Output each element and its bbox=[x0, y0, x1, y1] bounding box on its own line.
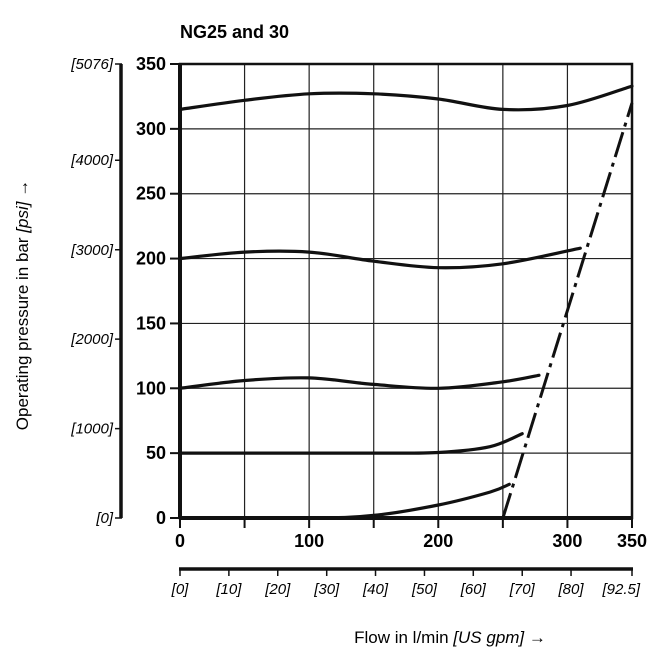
gpm-tick-label: [92.5] bbox=[601, 581, 640, 598]
x-tick-label: 0 bbox=[175, 531, 185, 551]
gpm-tick-label: [50] bbox=[411, 581, 438, 598]
y-axis-label-unit: [psi] bbox=[13, 200, 32, 233]
psi-axis: [0] [1000] [2000] [3000] [4000] [5076] bbox=[70, 56, 123, 527]
gpm-tick-label: [60] bbox=[460, 581, 487, 598]
chart-title: NG25 and 30 bbox=[180, 22, 289, 42]
x-axis-arrow: → bbox=[529, 628, 546, 647]
series-line-3 bbox=[178, 373, 541, 390]
gpm-tick-label: [10] bbox=[215, 581, 242, 598]
gpm-axis: [0] [10] [20] [30] [40] [50] [60] [70] [80] [92.5… bbox=[171, 567, 641, 598]
x-tick-label: 200 bbox=[423, 531, 453, 551]
y-tick-label: 0 bbox=[156, 508, 166, 528]
series-line-1 bbox=[178, 84, 634, 112]
gpm-tick-label: [30] bbox=[313, 581, 340, 598]
gpm-tick-label: [80] bbox=[558, 581, 585, 598]
psi-tick-label: [2000] bbox=[70, 331, 114, 348]
series-group bbox=[178, 84, 634, 520]
series-line-4 bbox=[178, 432, 524, 455]
psi-tick-label: [3000] bbox=[70, 242, 114, 259]
y-tick-label: 250 bbox=[136, 184, 166, 204]
plot-frame bbox=[178, 62, 634, 520]
grid bbox=[180, 64, 632, 518]
y-axis-ticks: 0 50 100 150 200 250 300 350 bbox=[136, 54, 182, 528]
y-axis-arrow: → bbox=[13, 180, 32, 197]
series-line-5 bbox=[178, 482, 511, 520]
y-axis-label: Operating pressure in bar [psi] → bbox=[13, 180, 32, 430]
x-axis-label-unit: [US gpm] bbox=[452, 628, 525, 647]
psi-tick-label: [4000] bbox=[70, 152, 114, 169]
x-tick-label: 300 bbox=[552, 531, 582, 551]
y-tick-label: 50 bbox=[146, 443, 166, 463]
x-axis-label-text: Flow in l/min bbox=[354, 628, 448, 647]
psi-tick-label: [1000] bbox=[70, 421, 114, 438]
x-axis-ticks: 0 100 200 300 350 bbox=[175, 516, 647, 551]
series-line-limit bbox=[501, 102, 634, 519]
gpm-tick-label: [20] bbox=[264, 581, 291, 598]
y-tick-label: 300 bbox=[136, 119, 166, 139]
gpm-tick-label: [40] bbox=[362, 581, 389, 598]
y-tick-label: 350 bbox=[136, 54, 166, 74]
psi-tick-label: [0] bbox=[95, 510, 114, 527]
x-tick-label: 100 bbox=[294, 531, 324, 551]
y-tick-label: 200 bbox=[136, 249, 166, 269]
x-tick-label: 350 bbox=[617, 531, 647, 551]
series-line-2 bbox=[178, 246, 582, 270]
y-tick-label: 100 bbox=[136, 378, 166, 398]
y-tick-label: 150 bbox=[136, 313, 166, 333]
gpm-tick-label: [0] bbox=[171, 581, 190, 598]
y-axis-label-text: Operating pressure in bar bbox=[13, 237, 32, 430]
x-axis-label: Flow in l/min [US gpm] → bbox=[354, 628, 546, 647]
psi-tick-label: [5076] bbox=[70, 56, 114, 73]
gpm-tick-label: [70] bbox=[509, 581, 536, 598]
